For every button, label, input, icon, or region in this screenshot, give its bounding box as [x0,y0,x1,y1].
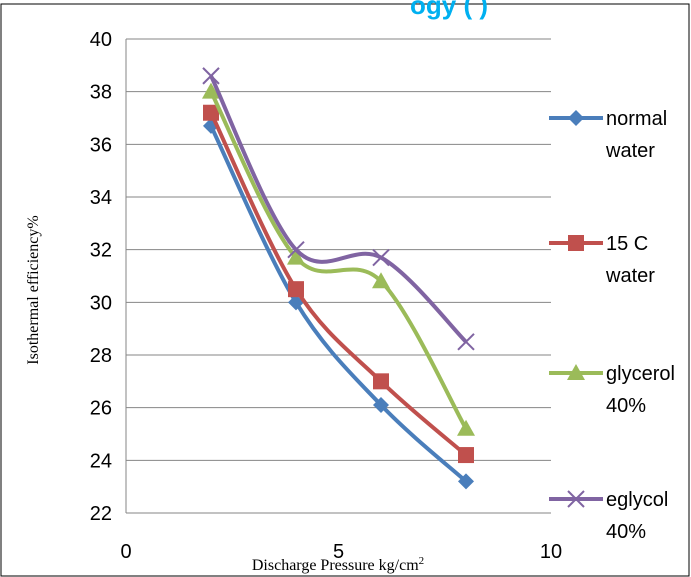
legend-label: 40% [606,521,646,543]
x-axis-label: Discharge Pressure kg/cm2 [252,555,424,574]
x-tick-label: 0 [120,541,131,563]
x-axis-label-superscript: 2 [419,555,425,567]
series-1 [203,104,474,464]
x-tick-labels: 0 5 10 [120,541,562,563]
data-point [373,397,389,414]
legend-entry-2: glycerol 40% [549,363,675,417]
series-group [202,67,475,490]
legend-entry-0: normal water [549,108,667,162]
y-tick-label: 36 [90,134,112,156]
legend-label: water [605,265,655,287]
data-point [372,248,390,267]
y-tick-label: 40 [90,29,112,51]
legend-label: normal [606,108,667,130]
y-tick-label: 28 [90,345,112,367]
legend-swatch-marker [568,235,584,251]
y-tick-label: 30 [90,292,112,314]
data-point [287,248,305,265]
legend-swatch-marker [568,110,584,126]
y-tick-labels: 22 24 26 28 30 32 34 36 38 40 [90,29,112,525]
series-2 [202,82,475,436]
legend-swatch-marker [567,364,585,380]
grid-lines [126,38,551,514]
data-point [458,473,474,490]
legend-label: 15 C [606,233,648,255]
chart-border [0,3,690,577]
series-line [209,111,468,457]
y-axis-label: Isothermal efficiency% [25,215,42,364]
series-3 [202,67,475,351]
legend-entry-1: 15 C water [549,233,655,287]
series-line [209,74,468,344]
data-point [372,272,390,289]
x-axis-label-main: Discharge Pressure kg/cm [252,557,419,574]
y-tick-label: 38 [90,82,112,104]
legend-swatch-marker [567,490,585,508]
legend-label: glycerol [606,363,675,385]
data-point [457,333,475,351]
y-tick-label: 26 [90,398,112,420]
y-tick-label: 32 [90,240,112,262]
x-tick-label: 10 [540,541,562,563]
series-line [209,90,468,430]
legend-label: 40% [606,395,646,417]
x-tick-label: 5 [333,541,344,563]
data-point [457,419,475,436]
legend: normal water 15 C water glycerol 40% eglycol 40… [549,108,675,543]
y-tick-label: 22 [90,503,112,525]
y-tick-label: 34 [90,187,112,209]
data-point [202,82,220,99]
legend-label: eglycol [606,489,668,511]
y-tick-label: 24 [90,450,112,472]
data-point [203,104,219,121]
legend-entry-3: eglycol 40% [549,489,668,543]
data-point [288,281,304,298]
legend-label: water [605,140,655,162]
series-line [209,125,468,483]
data-point [458,447,474,464]
data-point [373,373,389,390]
data-point [202,67,220,85]
data-point [287,240,305,259]
header-fragment-text: ogy ( ) [410,0,488,20]
